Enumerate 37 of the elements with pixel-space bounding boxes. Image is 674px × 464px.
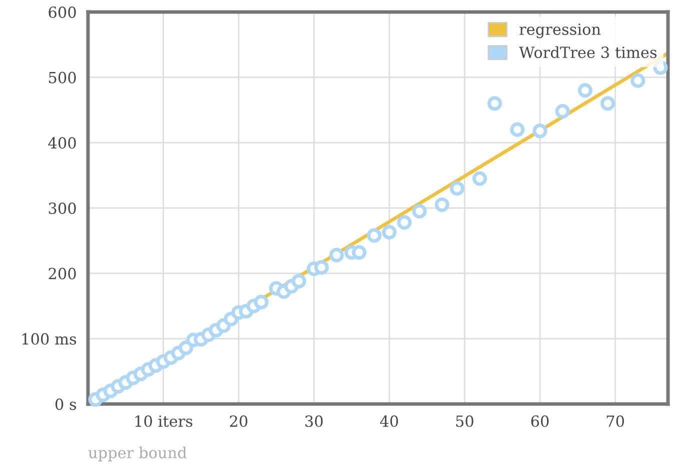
point (352, 245, 366, 260)
point (292, 274, 306, 288)
x-tick-label: 20 (230, 415, 248, 427)
point (510, 122, 525, 137)
point (578, 83, 592, 98)
point (472, 171, 487, 186)
x-tick-label: 60 (531, 415, 549, 427)
point (630, 73, 646, 88)
point (412, 204, 427, 219)
x-axis-title: upper bound (88, 446, 187, 462)
x-tick-label: 10 iters (135, 415, 192, 427)
point (329, 248, 344, 262)
legend-label: WordTree 3 times (519, 46, 657, 58)
point (555, 104, 570, 119)
x-tick-label: 50 (456, 415, 474, 427)
y-tick-label: 300 (48, 202, 76, 214)
y-tick-label: 200 (48, 268, 76, 280)
y-tick-label: 100 ms (22, 333, 76, 345)
point (532, 124, 548, 138)
y-tick-label: 600 (48, 6, 76, 18)
point (382, 224, 397, 240)
point (450, 181, 464, 196)
point (314, 260, 329, 275)
point (434, 197, 450, 212)
legend-label: regression (520, 24, 601, 38)
point (397, 215, 412, 230)
x-tick-label: 40 (380, 415, 398, 427)
x-tick-label: 70 (606, 415, 624, 427)
point (600, 96, 616, 111)
point (254, 294, 269, 310)
y-tick-label: 400 (48, 137, 76, 149)
point (178, 340, 194, 356)
point (366, 228, 382, 243)
y-tick-label: 0 s (55, 398, 76, 410)
y-tick-label: 500 (49, 72, 76, 84)
x-tick-label: 30 (305, 415, 323, 427)
point (487, 96, 502, 111)
